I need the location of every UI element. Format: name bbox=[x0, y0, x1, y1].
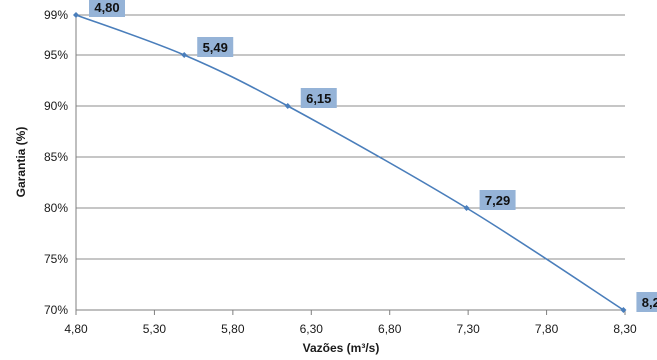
data-label-box bbox=[300, 88, 337, 108]
data-label-box bbox=[89, 0, 125, 17]
series-path bbox=[75, 14, 624, 311]
grid-lines bbox=[76, 14, 625, 260]
data-label-box bbox=[197, 37, 234, 57]
y-tick-label: 90% bbox=[44, 99, 68, 113]
data-point bbox=[181, 52, 188, 58]
y-tick-label: 80% bbox=[44, 201, 68, 215]
data-label: 4,80 bbox=[94, 0, 119, 15]
x-tick-label: 5,80 bbox=[221, 322, 245, 336]
data-point bbox=[284, 103, 291, 109]
y-tick-labels: 99% 95% 90% 85% 80% 75% 70% bbox=[44, 8, 68, 317]
x-tick-label: 7,30 bbox=[456, 322, 480, 336]
data-label-box bbox=[479, 190, 516, 210]
data-label: 8,29 bbox=[642, 295, 657, 310]
x-tick-labels: 4,80 5,30 5,80 6,30 6,80 7,30 7,80 8,30 bbox=[64, 322, 637, 336]
data-label-box bbox=[636, 292, 657, 312]
x-axis-title: Vazões (m³/s) bbox=[303, 341, 380, 355]
data-point bbox=[620, 307, 627, 313]
data-labels: 4,80 5,49 6,15 7,29 8,29 bbox=[89, 0, 657, 312]
y-tick-label: 85% bbox=[44, 150, 68, 164]
x-tick-label: 4,80 bbox=[64, 322, 88, 336]
x-tick-label: 5,30 bbox=[143, 322, 167, 336]
x-tick-label: 6,80 bbox=[378, 322, 402, 336]
axes bbox=[75, 15, 626, 315]
x-tick-label: 6,30 bbox=[300, 322, 324, 336]
y-tick-label: 99% bbox=[44, 8, 68, 22]
x-tick-label: 8,30 bbox=[613, 322, 637, 336]
data-label: 5,49 bbox=[203, 40, 228, 55]
y-axis-title: Garantia (%) bbox=[14, 127, 28, 198]
data-point bbox=[73, 12, 79, 18]
y-tick-label: 75% bbox=[44, 252, 68, 266]
data-label: 6,15 bbox=[306, 91, 331, 106]
series-line bbox=[73, 12, 627, 313]
y-tick-label: 95% bbox=[44, 48, 68, 62]
x-tick-label: 7,80 bbox=[535, 322, 559, 336]
data-point bbox=[463, 205, 470, 211]
y-tick-label: 70% bbox=[44, 303, 68, 317]
data-label: 7,29 bbox=[485, 193, 510, 208]
